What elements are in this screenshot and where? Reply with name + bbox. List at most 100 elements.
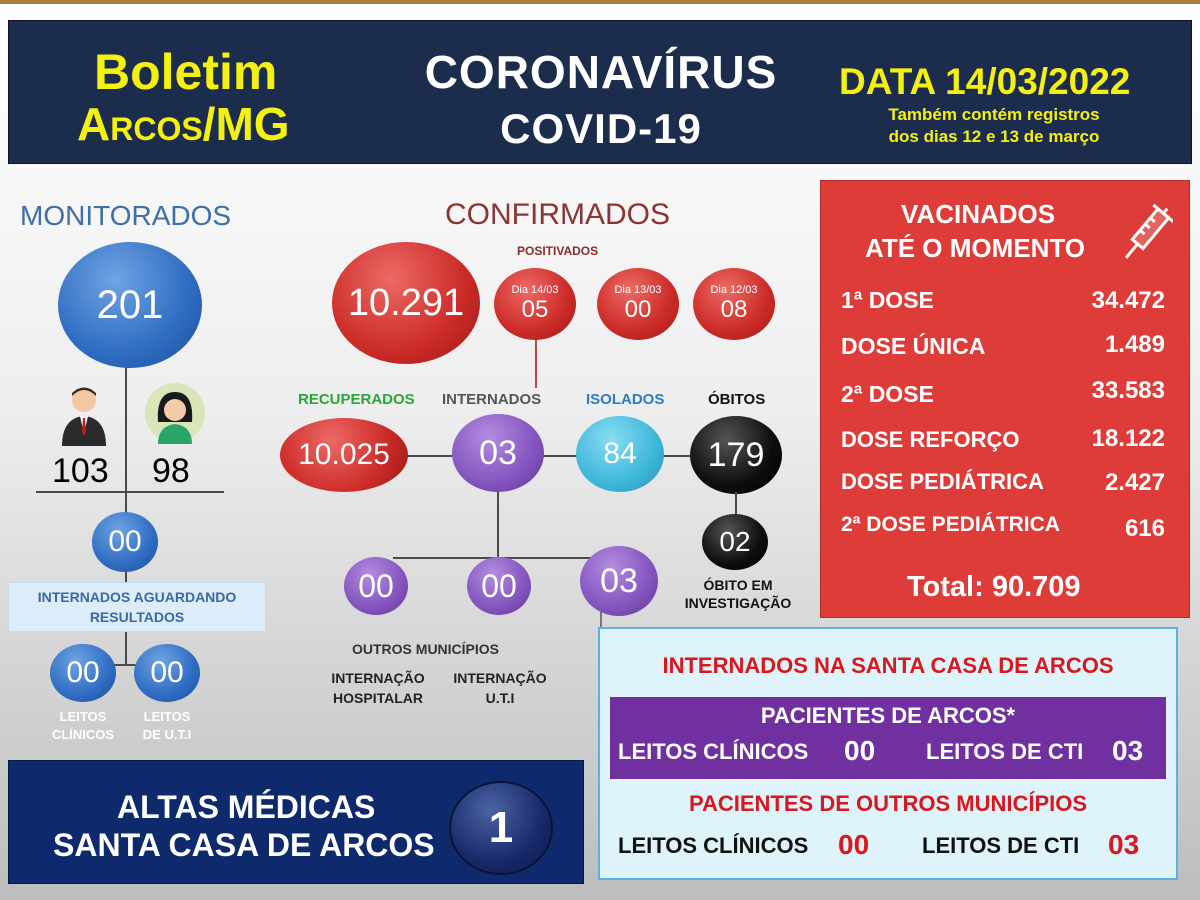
monitorados-title: MONITORADOS	[20, 200, 232, 231]
outros-municipios-label: OUTROS MUNICÍPIOS	[352, 641, 500, 657]
vaccine-dose-label: DOSE REFORÇO	[841, 427, 1020, 452]
women-count: 98	[152, 452, 190, 490]
leitos-uti-circle: 00	[134, 644, 200, 702]
connector-line	[400, 455, 700, 457]
santa-casa-panel: INTERNADOS NA SANTA CASA DE ARCOS PACIEN…	[598, 627, 1178, 880]
monitorados-total-circle: 201	[58, 242, 202, 368]
vacinados-title-line1: VACINADOS	[901, 199, 1056, 229]
arcos-clinicos-label: LEITOS CLÍNICOS	[618, 739, 809, 764]
obitos-label: ÓBITOS	[708, 391, 766, 408]
obito-investigacao-label-line1: ÓBITO EM	[703, 577, 773, 593]
arcos-cti-label: LEITOS DE CTI	[926, 739, 1084, 764]
confirmados-total-circle: 10.291	[332, 242, 480, 364]
male-person-icon	[58, 384, 110, 446]
outros-clinicos-value: 00	[838, 829, 870, 860]
isolados-value: 84	[603, 437, 637, 470]
internacao-uti-line1: INTERNAÇÃO	[453, 670, 547, 686]
date-note-line1: Também contém registros	[888, 105, 1100, 124]
female-person-icon	[144, 382, 206, 444]
confirmados-title: CONFIRMADOS	[445, 198, 670, 231]
internacao-hospitalar-line1: INTERNAÇÃO	[331, 670, 425, 686]
internados-label: INTERNADOS	[442, 391, 542, 408]
sub-internados-value: 03	[600, 561, 638, 600]
leitos-clinicos-label-line2: CLÍNICOS	[51, 727, 115, 742]
connector-line	[735, 492, 737, 516]
arcos-clinicos-value: 00	[844, 735, 876, 766]
vaccine-dose-value: 616	[1124, 515, 1165, 542]
connector-line	[36, 491, 224, 493]
internados-value: 03	[479, 433, 517, 472]
leitos-clinicos-circle: 00	[50, 644, 116, 702]
altas-value: 1	[488, 803, 514, 852]
altas-circle: 1	[449, 781, 553, 875]
sub-internados-circle: 00	[344, 557, 408, 615]
aguardando-label-line1: INTERNADOS AGUARDANDO	[37, 589, 237, 605]
isolados-circle: 84	[576, 416, 664, 492]
obito-investigacao-circle: 02	[702, 514, 768, 570]
day-value: 00	[624, 296, 652, 323]
aguardando-label-line2: RESULTADOS	[89, 609, 185, 625]
obito-investigacao-label: ÓBITO EM INVESTIGAÇÃO	[676, 576, 800, 612]
header-banner: Boletim Arcos/MG CORONAVÍRUS COVID-19 DA…	[8, 20, 1192, 164]
altas-title-line1: ALTAS MÉDICAS	[117, 789, 376, 825]
recuperados-label: RECUPERADOS	[298, 391, 415, 408]
title-line2: COVID-19	[500, 105, 702, 152]
day-value: 05	[521, 296, 549, 323]
date-note-line2: dos dias 12 e 13 de março	[888, 127, 1100, 146]
day-circle: Dia 14/03 05	[494, 268, 576, 340]
internacao-hospitalar-line2: HOSPITALAR	[333, 690, 423, 706]
vaccine-dose-label: 1ª DOSE	[841, 287, 934, 313]
vaccine-dose-value: 18.122	[1091, 425, 1165, 452]
recuperados-circle: 10.025	[280, 418, 408, 492]
leitos-uti-label-line2: DE U.T.I	[142, 727, 192, 742]
vaccine-dose-label: 2ª DOSE	[841, 381, 934, 407]
outros-cti-label: LEITOS DE CTI	[922, 833, 1080, 858]
outros-municipios-title: PACIENTES DE OUTROS MUNICÍPIOS	[688, 791, 1088, 816]
obitos-value: 179	[707, 435, 765, 474]
leitos-uti-value: 00	[150, 656, 184, 689]
pacientes-arcos-label: PACIENTES DE ARCOS*	[760, 703, 1016, 728]
obito-investigacao-label-line2: INVESTIGAÇÃO	[684, 595, 792, 611]
vaccine-dose-label: DOSE ÚNICA	[841, 333, 986, 359]
vaccine-dose-label: 2ª DOSE PEDIÁTRICA	[841, 513, 1060, 536]
vaccine-dose-value: 2.427	[1104, 469, 1165, 496]
syringe-icon	[1119, 201, 1175, 267]
day-circle: Dia 13/03 00	[597, 268, 679, 340]
men-count: 103	[52, 452, 109, 490]
internacao-uti-label: INTERNAÇÃO U.T.I	[440, 668, 560, 708]
brand-line2: Arcos/MG	[77, 98, 290, 150]
title-line1: CORONAVÍRUS	[424, 46, 778, 98]
sub-internados-circle: 03	[580, 546, 658, 616]
aguardando-value: 00	[108, 525, 142, 558]
leitos-clinicos-value: 00	[66, 656, 100, 689]
sub-internados-value: 00	[358, 567, 394, 604]
arcos-cti-value: 03	[1112, 735, 1144, 766]
leitos-uti-label-line1: LEITOS	[143, 709, 191, 724]
pacientes-arcos-bar: PACIENTES DE ARCOS* LEITOS CLÍNICOS 00 L…	[610, 697, 1166, 779]
altas-medicas-panel: ALTAS MÉDICAS SANTA CASA DE ARCOS 1	[8, 760, 584, 884]
leitos-clinicos-label-line1: LEITOS	[59, 709, 107, 724]
recuperados-value: 10.025	[298, 438, 390, 471]
leitos-uti-label: LEITOS DE U.T.I	[124, 708, 210, 744]
day-label: Dia 14/03	[511, 284, 559, 296]
leitos-clinicos-label: LEITOS CLÍNICOS	[40, 708, 126, 744]
outros-cti-value: 03	[1108, 829, 1140, 860]
isolados-label: ISOLADOS	[586, 391, 665, 408]
vacinados-panel: VACINADOS ATÉ O MOMENTO 1ª DOSE 34.472 D…	[820, 180, 1190, 618]
vaccine-dose-value: 1.489	[1104, 331, 1165, 358]
vaccine-dose-label: DOSE PEDIÁTRICA	[841, 469, 1044, 494]
obitos-circle: 179	[690, 416, 782, 494]
confirmados-total: 10.291	[347, 281, 465, 324]
vacinados-title-line2: ATÉ O MOMENTO	[865, 233, 1086, 263]
monitorados-total: 201	[96, 282, 164, 327]
vaccine-dose-value: 33.583	[1091, 377, 1165, 404]
internacao-hospitalar-label: INTERNAÇÃO HOSPITALAR	[318, 668, 438, 708]
santa-casa-title: INTERNADOS NA SANTA CASA DE ARCOS	[662, 653, 1114, 678]
connector-line	[497, 492, 499, 557]
vacinados-total: Total: 90.709	[907, 571, 1081, 603]
connector-line	[125, 334, 127, 664]
outros-clinicos-label: LEITOS CLÍNICOS	[618, 833, 809, 858]
obito-investigacao-value: 02	[719, 526, 751, 557]
bulletin-date: DATA 14/03/2022	[839, 61, 1131, 102]
